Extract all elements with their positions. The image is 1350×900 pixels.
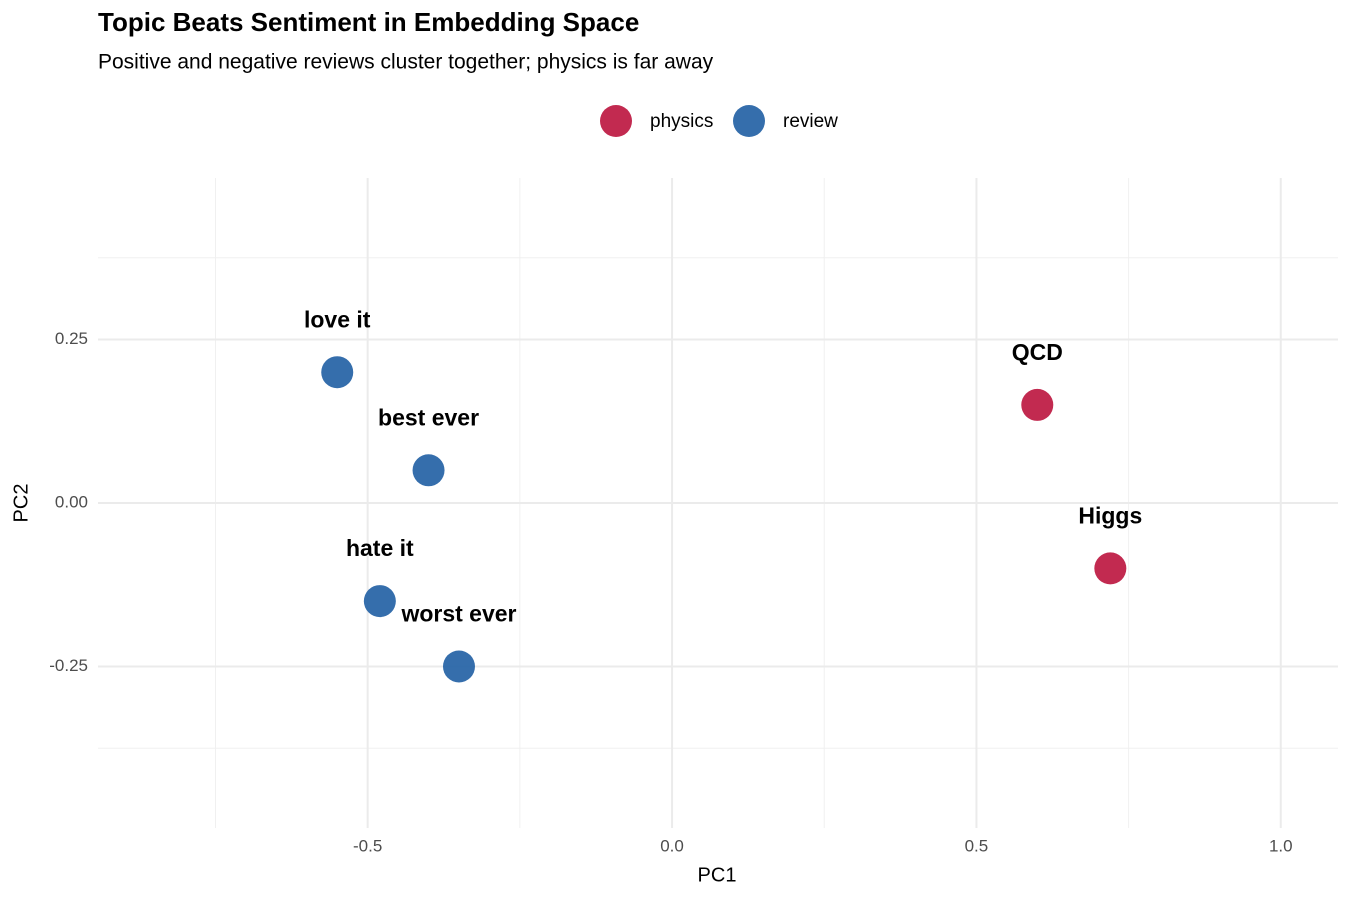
x-tick-label: 0.0 [660,836,684,855]
point [442,650,475,683]
y-tick-label: 0.00 [55,492,88,511]
point [363,585,396,618]
point-label: Higgs [1078,502,1142,528]
x-tick-label: 1.0 [1269,836,1293,855]
point [321,356,354,389]
x-tick-label: -0.5 [353,836,382,855]
point-label: love it [304,306,371,332]
point [412,454,445,487]
point-label: hate it [346,535,414,561]
x-axis-label: PC1 [698,864,737,886]
point-label: worst ever [400,601,516,627]
chart-subtitle: Positive and negative reviews cluster to… [98,51,714,74]
y-tick-label: -0.25 [49,656,88,675]
x-tick-label: 0.5 [965,836,989,855]
legend-swatch [733,105,765,137]
point [1021,388,1054,421]
chart-title: Topic Beats Sentiment in Embedding Space [98,7,639,37]
y-axis-label: PC2 [10,484,32,523]
y-tick-label: 0.25 [55,329,88,348]
point [1094,552,1127,585]
point-label: best ever [378,404,479,430]
point-label: QCD [1012,339,1063,365]
legend-label: physics [650,111,713,132]
legend-swatch [600,105,632,137]
legend-label: review [783,111,838,132]
